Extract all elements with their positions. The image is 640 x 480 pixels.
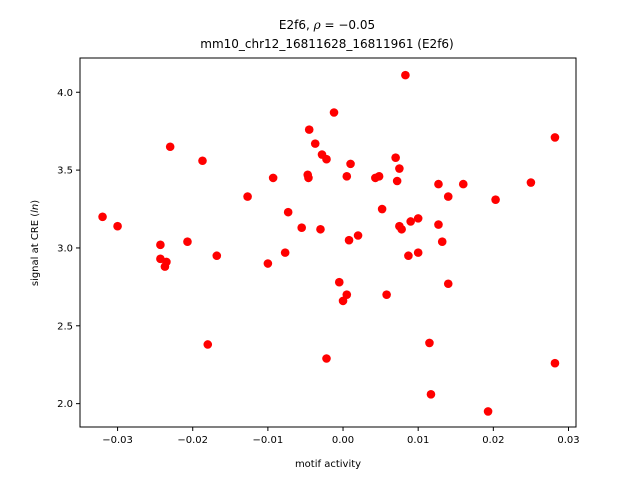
plot-frame <box>79 57 577 428</box>
data-point-48 <box>426 390 436 399</box>
data-point-11 <box>243 192 252 201</box>
data-point-59 <box>550 358 560 368</box>
y-tick-label: 4.0 <box>57 88 73 99</box>
data-point-35 <box>377 204 387 214</box>
y-tick-label: 3.5 <box>57 166 73 177</box>
data-point-57 <box>526 178 536 187</box>
y-axis-label-prefix: signal at CRE ( <box>30 213 41 286</box>
x-tick-label: 0.02 <box>482 435 504 446</box>
data-point-56 <box>491 195 500 204</box>
data-point-19 <box>304 125 314 134</box>
y-tick-label: 2.5 <box>57 321 73 332</box>
y-tick-label: 3.0 <box>57 243 73 254</box>
data-point-38 <box>392 176 402 186</box>
data-point-20 <box>310 139 320 148</box>
data-point-50 <box>434 220 443 229</box>
data-point-5 <box>162 257 171 267</box>
data-point-26 <box>334 277 344 287</box>
data-point-30 <box>344 235 354 245</box>
data-point-32 <box>353 231 363 240</box>
data-point-6 <box>165 142 175 152</box>
data-point-43 <box>404 251 413 261</box>
data-point-52 <box>443 192 453 201</box>
data-point-9 <box>203 340 213 349</box>
data-point-29 <box>342 290 352 299</box>
data-point-58 <box>550 133 560 142</box>
data-point-28 <box>342 172 352 181</box>
x-tick-label: −0.01 <box>253 435 284 446</box>
points-layer <box>98 70 560 416</box>
data-point-51 <box>437 237 447 247</box>
data-point-14 <box>280 248 290 257</box>
data-point-46 <box>413 248 423 257</box>
data-point-15 <box>283 207 293 217</box>
data-point-10 <box>212 251 222 261</box>
y-axis-label-suffix: ) <box>30 200 41 204</box>
title-rho-symbol: ρ <box>313 18 321 32</box>
x-tick-label: 0.01 <box>407 435 429 446</box>
chart-title-line2: mm10_chr12_16811628_16811961 (E2f6) <box>200 37 453 51</box>
data-point-55 <box>483 407 493 416</box>
data-point-47 <box>425 338 434 348</box>
data-point-31 <box>346 159 355 169</box>
data-point-2 <box>156 240 165 250</box>
data-point-21 <box>316 224 325 234</box>
data-point-36 <box>382 290 391 299</box>
title-rho-value: = −0.05 <box>321 18 375 32</box>
data-point-42 <box>401 70 410 80</box>
data-point-53 <box>443 279 453 289</box>
data-point-0 <box>98 212 107 222</box>
y-axis-label: signal at CRE (ln) <box>30 200 41 286</box>
data-point-34 <box>374 172 384 181</box>
x-tick-label: 0.00 <box>332 435 354 446</box>
data-point-54 <box>458 179 468 189</box>
data-point-1 <box>113 221 122 231</box>
data-point-18 <box>304 173 313 183</box>
data-point-24 <box>322 354 331 363</box>
data-point-49 <box>434 179 443 189</box>
data-point-27 <box>338 296 348 306</box>
x-tick-label: −0.03 <box>102 435 133 446</box>
data-point-25 <box>329 108 339 117</box>
chart-title-line1: E2f6, ρ = −0.05 <box>279 18 375 32</box>
y-axis: 2.0 2.5 3.0 3.5 4.0 <box>57 88 80 410</box>
data-point-45 <box>413 214 423 223</box>
data-point-12 <box>263 259 273 268</box>
data-point-23 <box>322 154 331 164</box>
data-point-44 <box>406 217 415 226</box>
x-axis-label: motif activity <box>295 459 361 470</box>
chart-title: E2f6, ρ = −0.05 mm10_chr12_16811628_1681… <box>200 18 453 51</box>
y-axis-label-italic: ln <box>30 204 41 213</box>
x-axis: −0.03 −0.02 −0.01 0.00 0.01 0.02 0.03 <box>102 427 580 446</box>
data-point-13 <box>268 173 278 183</box>
data-point-8 <box>198 156 207 166</box>
data-point-7 <box>183 237 192 247</box>
y-tick-label: 2.0 <box>57 399 73 410</box>
x-tick-label: 0.03 <box>557 435 579 446</box>
data-point-16 <box>297 223 307 233</box>
data-point-37 <box>391 153 400 162</box>
data-point-39 <box>395 164 404 173</box>
title-prefix: E2f6, <box>279 18 314 32</box>
data-point-41 <box>397 224 406 234</box>
x-tick-label: −0.02 <box>177 435 208 446</box>
